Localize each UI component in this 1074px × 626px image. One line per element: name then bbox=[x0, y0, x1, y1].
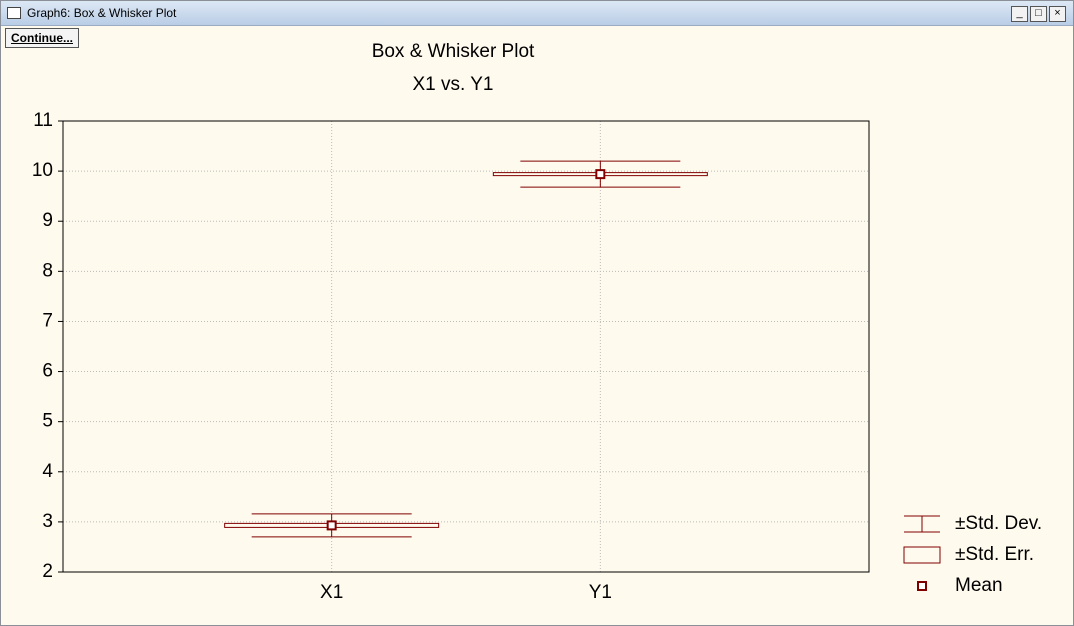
maximize-button[interactable]: □ bbox=[1030, 6, 1047, 22]
y-tick-label: 11 bbox=[33, 110, 53, 131]
legend-label: ±Std. Dev. bbox=[955, 513, 1042, 534]
y-tick-label: 8 bbox=[42, 260, 53, 281]
chart-title: Box & Whisker Plot bbox=[372, 41, 535, 62]
y-tick-label: 6 bbox=[42, 361, 53, 382]
plot-frame bbox=[62, 120, 870, 573]
title-bar: Graph6: Box & Whisker Plot _ □ × bbox=[1, 1, 1073, 26]
y-tick-label: 3 bbox=[42, 511, 53, 532]
mean-marker bbox=[595, 169, 606, 180]
x-tick-label: X1 bbox=[320, 582, 343, 603]
legend-label: ±Std. Err. bbox=[955, 544, 1034, 565]
y-tick-label: 9 bbox=[42, 210, 53, 231]
legend-symbol bbox=[903, 546, 941, 564]
window-title: Graph6: Box & Whisker Plot bbox=[27, 6, 177, 20]
mean-marker bbox=[326, 520, 337, 531]
chart-subtitle: X1 vs. Y1 bbox=[413, 74, 494, 95]
legend-label: Mean bbox=[955, 575, 1003, 596]
window-icon bbox=[7, 7, 21, 19]
legend-symbol bbox=[904, 515, 940, 533]
chart: Box & Whisker Plot X1 vs. Y1 2 3 4 5 6 7 8 9 10 1… bbox=[32, 41, 1042, 603]
y-tick-label: 2 bbox=[42, 561, 53, 582]
y-tick-label: 4 bbox=[42, 461, 53, 482]
minimize-button[interactable]: _ bbox=[1011, 6, 1028, 22]
close-button[interactable]: × bbox=[1049, 6, 1066, 22]
x-tick-label: Y1 bbox=[589, 582, 612, 603]
y-tick-label: 10 bbox=[32, 160, 53, 181]
continue-button[interactable]: Continue... bbox=[5, 28, 79, 48]
y-tick-label: 7 bbox=[42, 310, 53, 331]
legend-symbol bbox=[917, 581, 927, 591]
y-tick-label: 5 bbox=[42, 411, 53, 432]
